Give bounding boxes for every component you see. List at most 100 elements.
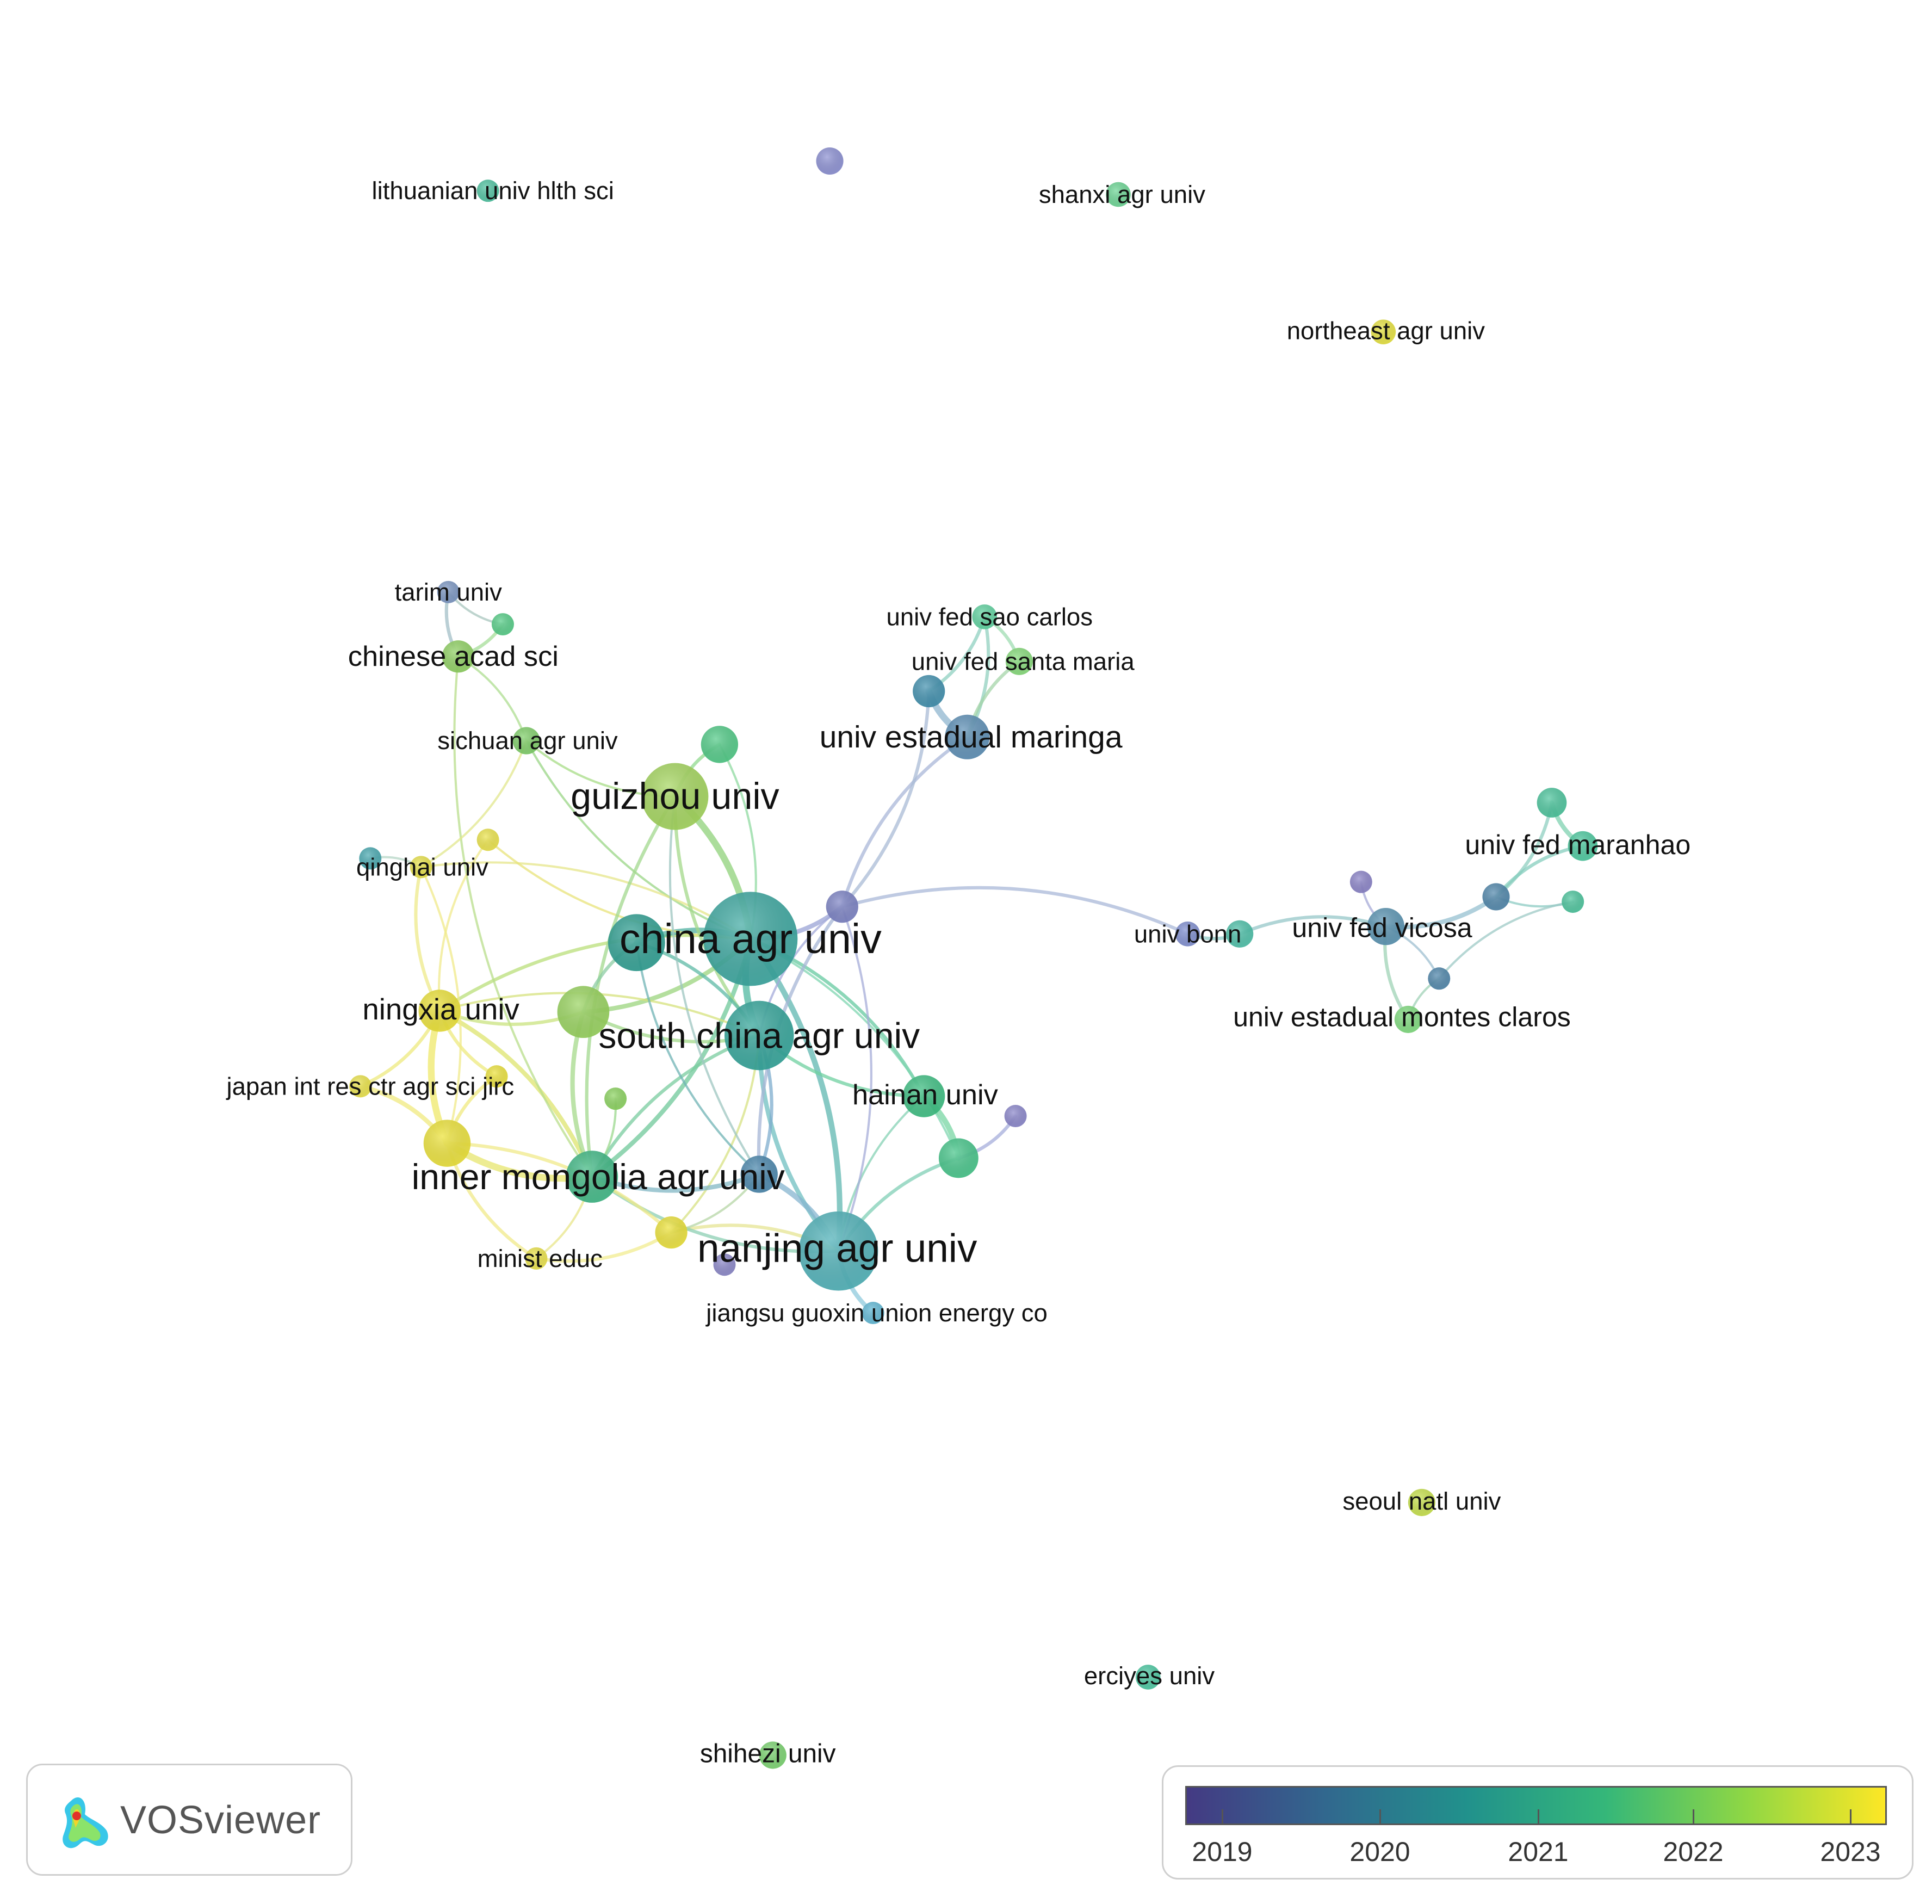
- color-legend: 2019 2020 2021 2022 2023: [1162, 1765, 1914, 1880]
- network-link: [585, 794, 677, 1179]
- network-node-northeast-agr-univ-shading: [1371, 319, 1396, 344]
- legend-tick-2023: [1850, 1809, 1852, 1825]
- legend-label-2022: 2022: [1663, 1837, 1724, 1867]
- network-node-univ-fed-maranhao-shading: [1568, 831, 1598, 861]
- network-node-shading: [423, 1120, 471, 1167]
- vosviewer-logo-text: VOSviewer: [120, 1798, 321, 1842]
- network-node-erciyes-univ-shading: [1135, 1665, 1161, 1690]
- network-node-univ-fed-sao-carlos-shading: [972, 604, 997, 629]
- network-link: [668, 795, 760, 1176]
- network-node-shading: [913, 675, 945, 708]
- node-label-univ-estadual-montes-claros: univ estadual montes claros: [1233, 1002, 1571, 1032]
- network-node-chinese-acad-sci-shading: [442, 640, 475, 673]
- network-link: [840, 689, 931, 908]
- node-label-minist-educ: minist educ: [478, 1245, 603, 1272]
- network-node-ningxia-univ-shading: [418, 990, 461, 1032]
- network-node-sichuan-agr-univ-shading: [512, 727, 540, 755]
- node-label-lithuanian-univ-hlth-sci: lithuanian univ hlth sci: [372, 177, 614, 205]
- network-node-shading: [604, 1087, 627, 1110]
- network-node-jiangsu-guoxin-shading: [862, 1302, 884, 1325]
- network-link: [840, 886, 1190, 936]
- legend-label-2023: 2023: [1820, 1837, 1881, 1867]
- node-label-south-china-agr-univ: south china agr univ: [598, 1016, 920, 1056]
- network-node-qinghai-univ-shading: [410, 856, 432, 879]
- network-node-shading: [740, 1155, 778, 1193]
- network-node-shading: [557, 986, 610, 1038]
- network-labels: china agr univ south china agr univ nanjin…: [225, 177, 1691, 1768]
- network-node-shading: [1428, 967, 1451, 990]
- network-node-shading: [826, 891, 858, 923]
- color-scale-bar: [1185, 1786, 1887, 1825]
- network-node-south-china-agr-univ-shading: [725, 1000, 794, 1071]
- network-node-guizhou-univ-shading: [641, 763, 709, 830]
- network-node-shading: [1562, 891, 1584, 913]
- legend-label-2019: 2019: [1192, 1837, 1253, 1867]
- network-node-hainan-univ-shading: [902, 1075, 945, 1117]
- node-label-qinghai-univ: qinghai univ: [356, 853, 488, 881]
- node-label-univ-fed-santa-maria: univ fed santa maria: [912, 647, 1135, 675]
- network-node-shading: [1349, 870, 1372, 893]
- network-link: [635, 941, 760, 1176]
- network-node-univ-fed-vicosa-shading: [1367, 907, 1405, 945]
- network-node-univ-fed-santa-maria-shading: [1005, 647, 1033, 675]
- network-node-shading: [655, 1216, 688, 1249]
- network-link: [445, 1141, 673, 1234]
- legend-label-2021: 2021: [1508, 1837, 1569, 1867]
- node-label-china-agr-univ: china agr univ: [620, 916, 882, 962]
- network-node-univ-estadual-maringa-shading: [945, 714, 990, 759]
- vosviewer-logo: VOSviewer: [26, 1764, 352, 1876]
- network-link: [414, 865, 442, 1013]
- network-link: [420, 861, 752, 940]
- network-link: [747, 936, 843, 1254]
- network-node-china-agr-univ-shading: [703, 892, 798, 986]
- network-node-shading: [1482, 883, 1510, 911]
- node-label-inner-mongolia-agr-univ: inner mongolia agr univ: [412, 1157, 785, 1197]
- node-label-univ-estadual-maringa: univ estadual maringa: [820, 720, 1123, 755]
- network-link: [437, 1008, 595, 1179]
- node-label-chinese-acad-sci: chinese acad sci: [348, 641, 559, 672]
- network-link: [420, 739, 528, 868]
- network-nodes: [349, 147, 1598, 1769]
- node-label-univ-fed-maranhao: univ fed maranhao: [1465, 830, 1691, 860]
- network-node-shading: [1004, 1105, 1027, 1127]
- network-node-shading: [608, 914, 665, 972]
- legend-label-2020: 2020: [1349, 1837, 1410, 1867]
- network-link: [840, 735, 969, 908]
- network-node-inner-mongolia-agr-univ-shading: [566, 1151, 618, 1203]
- network-node-shanxi-agr-univ-shading: [1106, 182, 1131, 207]
- network-link: [437, 838, 490, 1012]
- node-label-univ-fed-vicosa: univ fed vicosa: [1292, 912, 1472, 943]
- legend-tick-2019: [1222, 1809, 1223, 1825]
- node-label-erciyes-univ: erciyes univ: [1084, 1662, 1215, 1690]
- network-node-minist-educ-shading: [525, 1247, 548, 1270]
- node-label-nanjing-agr-univ: nanjing agr univ: [697, 1227, 977, 1271]
- network-node-shading: [816, 147, 844, 175]
- network-node-lithuanian-univ-hlth-sci-shading: [476, 180, 499, 202]
- node-label-japan-int-res-ctr: japan int res ctr agr sci jirc: [225, 1072, 514, 1100]
- network-link: [534, 1231, 673, 1263]
- network-link: [1238, 915, 1388, 936]
- node-label-shanxi-agr-univ: shanxi agr univ: [1039, 181, 1205, 208]
- network-node-univ-estadual-montes-claros-shading: [1394, 1005, 1422, 1033]
- node-label-sichuan-agr-univ: sichuan agr univ: [437, 727, 618, 755]
- network-link: [453, 655, 593, 1178]
- network-node-shading: [485, 1065, 508, 1088]
- network-node-tarim-univ-shading: [437, 580, 460, 603]
- node-label-guizhou-univ: guizhou univ: [571, 776, 779, 817]
- network-node-japan-int-res-ctr-shading: [349, 1075, 372, 1098]
- network-link: [1438, 900, 1574, 980]
- network-node-shading: [491, 613, 514, 636]
- node-label-northeast-agr-univ: northeast agr univ: [1287, 317, 1485, 344]
- legend-tick-2022: [1693, 1809, 1694, 1825]
- node-label-seoul-natl-univ: seoul natl univ: [1342, 1487, 1501, 1515]
- network-node-shading: [476, 829, 499, 851]
- node-label-ningxia-univ: ningxia univ: [362, 993, 519, 1026]
- vosviewer-logo-icon: [63, 1797, 108, 1849]
- node-label-tarim-univ: tarim univ: [395, 578, 503, 606]
- node-label-hainan-univ: hainan univ: [852, 1079, 998, 1111]
- legend-tick-2020: [1379, 1809, 1381, 1825]
- node-label-univ-bonn: univ bonn: [1134, 920, 1241, 948]
- network-node-shading: [359, 847, 382, 870]
